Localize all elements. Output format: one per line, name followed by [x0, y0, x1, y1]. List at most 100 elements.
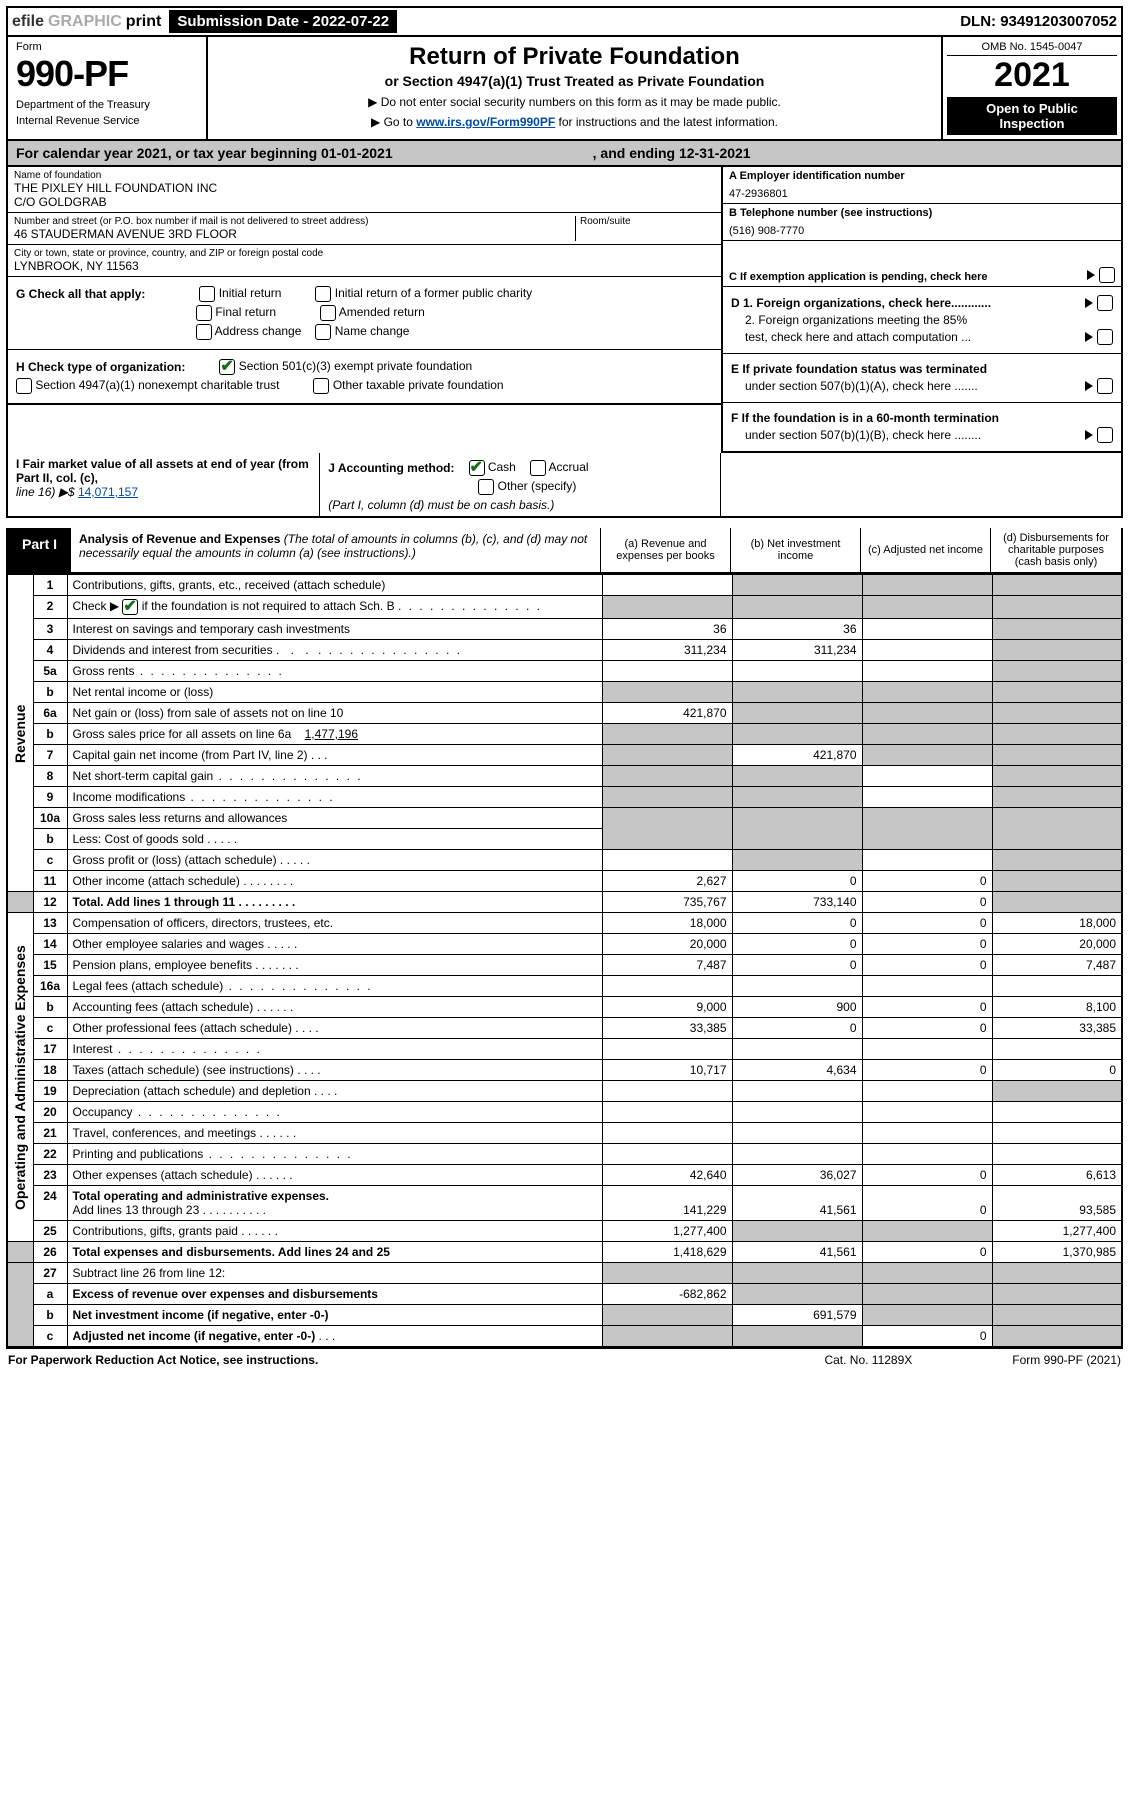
table-row: 2 Check ▶ if the foundation is not requi…: [7, 596, 1122, 619]
submission-date: Submission Date - 2022-07-22: [169, 10, 397, 33]
table-row: bNet rental income or (loss): [7, 682, 1122, 703]
cash-checkbox[interactable]: [469, 460, 485, 476]
name-cell: Name of foundation THE PIXLEY HILL FOUND…: [8, 167, 721, 213]
table-row: 20Occupancy: [7, 1102, 1122, 1123]
table-row: 3Interest on savings and temporary cash …: [7, 619, 1122, 640]
fmv-value: 14,071,157: [78, 485, 138, 499]
open-to-public: Open to Public Inspection: [947, 97, 1117, 135]
fmv-accounting-row: I Fair market value of all assets at end…: [6, 453, 1123, 518]
table-row: Revenue 1 Contributions, gifts, grants, …: [7, 575, 1122, 596]
table-row: bGross sales price for all assets on lin…: [7, 724, 1122, 745]
form-header: Form 990-PF Department of the Treasury I…: [6, 37, 1123, 141]
form-title-block: Return of Private Foundation or Section …: [208, 37, 941, 139]
form-number: 990-PF: [16, 53, 198, 95]
revenue-side-label: Revenue: [7, 575, 33, 892]
final-return-checkbox[interactable]: [196, 305, 212, 321]
table-row: cAdjusted net income (if negative, enter…: [7, 1326, 1122, 1348]
part1-header: Part I Analysis of Revenue and Expenses …: [6, 528, 1123, 574]
table-row: 21Travel, conferences, and meetings . . …: [7, 1123, 1122, 1144]
fmv-cell: I Fair market value of all assets at end…: [8, 453, 320, 516]
f-termination-cell: [721, 453, 1121, 516]
initial-return-checkbox[interactable]: [199, 286, 215, 302]
page-footer: For Paperwork Reduction Act Notice, see …: [6, 1348, 1123, 1371]
ein-cell: A Employer identification number 47-2936…: [723, 167, 1121, 204]
table-row: 19Depreciation (attach schedule) and dep…: [7, 1081, 1122, 1102]
addr-change-checkbox[interactable]: [196, 324, 212, 340]
paperwork-notice: For Paperwork Reduction Act Notice, see …: [8, 1353, 318, 1367]
h-label: H Check type of organization:: [16, 360, 185, 374]
col-d-header: (d) Disbursements for charitable purpose…: [991, 528, 1121, 572]
cal-year-end: , and ending 12-31-2021: [593, 145, 751, 161]
table-row: 5aGross rents: [7, 661, 1122, 682]
irs-link[interactable]: www.irs.gov/Form990PF: [416, 115, 555, 129]
goto-note: ▶ Go to www.irs.gov/Form990PF for instru…: [214, 115, 935, 129]
e-section: E If private foundation status was termi…: [723, 354, 1121, 403]
irs-label: Internal Revenue Service: [16, 115, 198, 127]
d2-checkbox[interactable]: [1097, 329, 1113, 345]
f-checkbox[interactable]: [1097, 427, 1113, 443]
expenses-side-label: Operating and Administrative Expenses: [7, 913, 33, 1242]
accrual-checkbox[interactable]: [530, 460, 546, 476]
print-label[interactable]: print: [126, 13, 162, 31]
efile-label: efile: [12, 13, 44, 31]
col-a-header: (a) Revenue and expenses per books: [601, 528, 731, 572]
omb-number: OMB No. 1545-0047: [947, 41, 1117, 56]
table-row: 6aNet gain or (loss) from sale of assets…: [7, 703, 1122, 724]
table-row: aExcess of revenue over expenses and dis…: [7, 1284, 1122, 1305]
table-row: 16aLegal fees (attach schedule): [7, 976, 1122, 997]
dln-number: DLN: 93491203007052: [960, 13, 1117, 30]
form-ref: Form 990-PF (2021): [1012, 1353, 1121, 1367]
d-section: D 1. Foreign organizations, check here..…: [723, 287, 1121, 354]
accounting-method-cell: J Accounting method: Cash Accrual Other …: [320, 453, 721, 516]
table-row: 8Net short-term capital gain: [7, 766, 1122, 787]
col-b-header: (b) Net investment income: [731, 528, 861, 572]
graphic-label: GRAPHIC: [48, 13, 122, 31]
form-title: Return of Private Foundation: [214, 43, 935, 71]
efile-print-group: efile GRAPHIC print: [12, 13, 161, 31]
amended-checkbox[interactable]: [320, 305, 336, 321]
s501-checkbox[interactable]: [219, 359, 235, 375]
phone-cell: B Telephone number (see instructions) (5…: [723, 204, 1121, 241]
col-c-header: (c) Adjusted net income: [861, 528, 991, 572]
address-cell: Number and street (or P.O. box number if…: [8, 213, 721, 245]
arrow-icon: [1085, 430, 1093, 440]
table-row: 4Dividends and interest from securities …: [7, 640, 1122, 661]
initial-pub-checkbox[interactable]: [315, 286, 331, 302]
table-row: 26Total expenses and disbursements. Add …: [7, 1242, 1122, 1263]
cal-year-begin: For calendar year 2021, or tax year begi…: [16, 145, 393, 161]
part1-label: Part I: [8, 528, 71, 572]
form-subtitle: or Section 4947(a)(1) Trust Treated as P…: [214, 73, 935, 89]
c-checkbox[interactable]: [1099, 267, 1115, 283]
table-row: 18Taxes (attach schedule) (see instructi…: [7, 1060, 1122, 1081]
arrow-icon: [1087, 270, 1095, 280]
name-change-checkbox[interactable]: [315, 324, 331, 340]
s4947-checkbox[interactable]: [16, 378, 32, 394]
g-label: G Check all that apply:: [16, 287, 145, 301]
city-cell: City or town, state or province, country…: [8, 245, 721, 277]
table-row: cGross profit or (loss) (attach schedule…: [7, 850, 1122, 871]
arrow-icon: [1085, 381, 1093, 391]
table-row: 12Total. Add lines 1 through 11 . . . . …: [7, 892, 1122, 913]
table-row: bAccounting fees (attach schedule) . . .…: [7, 997, 1122, 1018]
table-row: bNet investment income (if negative, ent…: [7, 1305, 1122, 1326]
schb-checkbox[interactable]: [122, 599, 138, 615]
table-row: 25Contributions, gifts, grants paid . . …: [7, 1221, 1122, 1242]
calendar-year-row: For calendar year 2021, or tax year begi…: [6, 141, 1123, 167]
part1-title: Analysis of Revenue and Expenses (The to…: [71, 528, 601, 572]
d1-checkbox[interactable]: [1097, 295, 1113, 311]
e-checkbox[interactable]: [1097, 378, 1113, 394]
table-row: 10aGross sales less returns and allowanc…: [7, 808, 1122, 829]
table-row: 9Income modifications: [7, 787, 1122, 808]
table-row: 23Other expenses (attach schedule) . . .…: [7, 1165, 1122, 1186]
other-method-checkbox[interactable]: [478, 479, 494, 495]
table-row: 7Capital gain net income (from Part IV, …: [7, 745, 1122, 766]
table-row: cOther professional fees (attach schedul…: [7, 1018, 1122, 1039]
ssn-note: ▶ Do not enter social security numbers o…: [214, 95, 935, 109]
c-cell: C If exemption application is pending, c…: [723, 241, 1121, 287]
other-tax-checkbox[interactable]: [313, 378, 329, 394]
table-row: 11Other income (attach schedule) . . . .…: [7, 871, 1122, 892]
table-row: Operating and Administrative Expenses 13…: [7, 913, 1122, 934]
dept-treasury: Department of the Treasury: [16, 99, 198, 111]
table-row: 15Pension plans, employee benefits . . .…: [7, 955, 1122, 976]
table-row: 22Printing and publications: [7, 1144, 1122, 1165]
